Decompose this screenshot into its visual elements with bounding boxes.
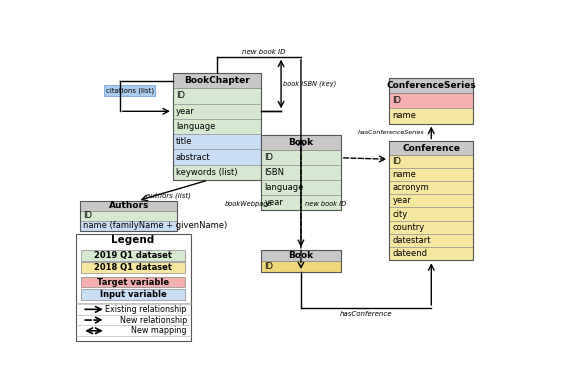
- Text: year: year: [264, 198, 283, 207]
- Bar: [389, 247, 473, 260]
- Text: Legend: Legend: [112, 235, 154, 245]
- Bar: [261, 150, 341, 165]
- Text: Book: Book: [288, 251, 314, 260]
- Text: ID: ID: [83, 211, 92, 220]
- Text: year: year: [392, 196, 412, 205]
- Bar: [80, 221, 177, 230]
- Text: title: title: [176, 137, 193, 146]
- Text: new book ID: new book ID: [242, 49, 285, 55]
- Bar: [173, 165, 261, 180]
- Bar: [389, 108, 473, 124]
- Text: New mapping: New mapping: [132, 326, 187, 335]
- Text: Existing relationship: Existing relationship: [105, 305, 187, 314]
- Bar: [173, 103, 261, 119]
- Bar: [81, 250, 185, 261]
- Bar: [80, 211, 177, 221]
- Text: bookWebpage: bookWebpage: [225, 201, 272, 207]
- Bar: [261, 250, 341, 261]
- Text: city: city: [392, 210, 408, 218]
- Text: ID: ID: [176, 91, 185, 100]
- Bar: [104, 85, 155, 96]
- Bar: [261, 261, 341, 272]
- Bar: [173, 88, 261, 103]
- Bar: [173, 134, 261, 149]
- Text: Conference: Conference: [402, 144, 461, 152]
- Bar: [389, 93, 473, 108]
- Bar: [389, 221, 473, 234]
- Bar: [389, 78, 473, 93]
- Text: Target variable: Target variable: [97, 278, 169, 286]
- Text: hasConferenceSeries: hasConferenceSeries: [358, 130, 425, 135]
- Bar: [389, 141, 473, 260]
- Text: 2019 Q1 dataset: 2019 Q1 dataset: [94, 251, 172, 260]
- Bar: [76, 234, 190, 340]
- Text: datestart: datestart: [392, 236, 431, 245]
- Text: ID: ID: [264, 153, 273, 162]
- Bar: [261, 135, 341, 210]
- Text: year: year: [176, 107, 195, 116]
- Text: ConferenceSeries: ConferenceSeries: [386, 81, 476, 90]
- Text: ID: ID: [264, 262, 273, 271]
- Text: abstract: abstract: [176, 152, 210, 162]
- Text: name (familyName + givenName): name (familyName + givenName): [83, 221, 227, 230]
- Text: BookChapter: BookChapter: [184, 76, 250, 85]
- Bar: [80, 201, 177, 211]
- Bar: [261, 165, 341, 180]
- Bar: [389, 141, 473, 155]
- Bar: [389, 168, 473, 181]
- Bar: [81, 277, 185, 287]
- Text: name: name: [392, 112, 416, 120]
- Text: citations (list): citations (list): [105, 87, 154, 93]
- Bar: [261, 135, 341, 151]
- Bar: [261, 195, 341, 210]
- Bar: [261, 250, 341, 272]
- Bar: [173, 119, 261, 134]
- Bar: [173, 149, 261, 165]
- Bar: [80, 201, 177, 230]
- Text: name: name: [392, 170, 416, 179]
- Bar: [389, 78, 473, 124]
- Text: book ISBN (key): book ISBN (key): [283, 81, 336, 87]
- Text: New relationship: New relationship: [120, 316, 187, 325]
- Text: keywords (list): keywords (list): [176, 168, 238, 177]
- Text: language: language: [264, 183, 304, 192]
- Bar: [81, 289, 185, 300]
- Text: hasConference: hasConference: [340, 311, 392, 317]
- Bar: [173, 73, 261, 180]
- Bar: [389, 208, 473, 221]
- Text: country: country: [392, 223, 425, 232]
- Text: authors (list): authors (list): [146, 192, 191, 198]
- Bar: [81, 262, 185, 273]
- Text: dateend: dateend: [392, 249, 428, 258]
- Text: ID: ID: [392, 96, 401, 105]
- Bar: [389, 181, 473, 194]
- Text: acronym: acronym: [392, 183, 429, 192]
- Bar: [261, 180, 341, 195]
- Text: 2018 Q1 dataset: 2018 Q1 dataset: [94, 263, 172, 272]
- Text: new book ID: new book ID: [306, 201, 347, 207]
- Bar: [389, 194, 473, 208]
- Text: Book: Book: [288, 139, 314, 147]
- Text: ISBN: ISBN: [264, 168, 284, 177]
- Text: language: language: [176, 122, 215, 131]
- Bar: [389, 234, 473, 247]
- Text: Authors: Authors: [108, 201, 149, 210]
- Bar: [389, 155, 473, 168]
- Text: ID: ID: [392, 157, 401, 166]
- Text: Input variable: Input variable: [100, 290, 166, 299]
- Bar: [173, 73, 261, 88]
